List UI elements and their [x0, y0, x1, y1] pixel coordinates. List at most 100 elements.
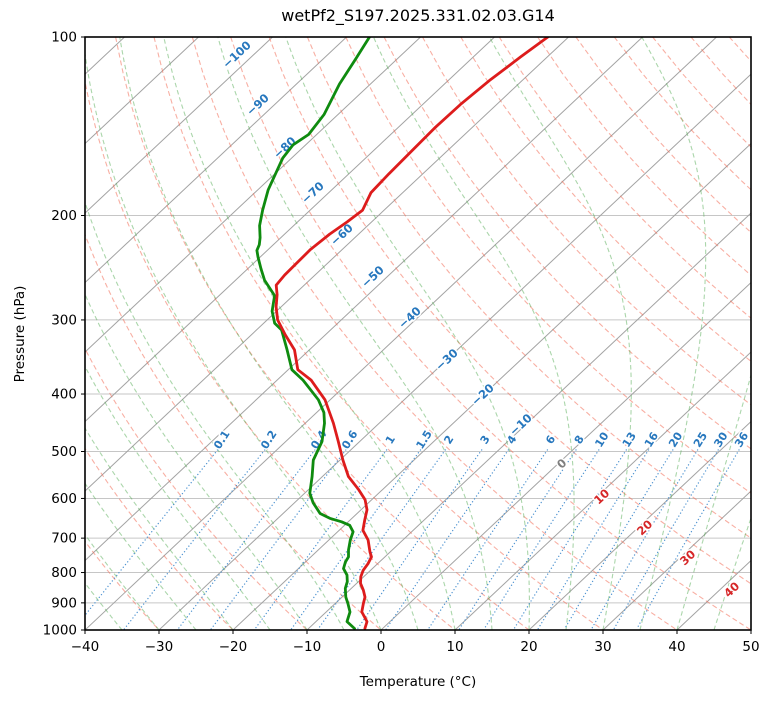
moist-adiabat — [372, 37, 575, 630]
y-tick-label: 100 — [51, 30, 77, 46]
isotherm-label: −50 — [359, 263, 387, 291]
isotherm-line — [306, 212, 751, 630]
isotherm-line — [232, 142, 751, 630]
mixing-ratio-label: 3 — [478, 433, 493, 446]
moist-adiabat — [0, 37, 11, 630]
x-tick-label: −40 — [71, 639, 100, 655]
x-tick-label: −20 — [219, 639, 248, 655]
mixing-ratio-line — [635, 449, 740, 630]
isotherm-line — [380, 281, 751, 630]
moist-adiabat — [85, 365, 271, 630]
moist-adiabat — [285, 37, 530, 630]
mixing-ratio-label: 1 — [383, 433, 398, 446]
mixing-ratio-line — [385, 449, 510, 630]
dry-adiabat — [191, 37, 678, 630]
x-tick-label: 30 — [594, 639, 611, 655]
dry-adiabat — [85, 233, 382, 630]
axes-layer: −40 −30 −20 −10 0 10 20 30 40 5010020030040050060… — [43, 30, 760, 656]
moist-adiabat — [85, 200, 345, 630]
y-tick-label: 300 — [51, 312, 77, 328]
x-tick-label: 20 — [520, 639, 537, 655]
mixing-ratio-label: 1.5 — [413, 428, 434, 451]
mixing-ratio-line — [563, 449, 674, 630]
y-tick-label: 700 — [51, 531, 77, 547]
sounding-layer — [255, 37, 550, 630]
dry-adiabat — [728, 37, 751, 62]
y-tick-label: 1000 — [43, 623, 77, 639]
mixing-ratio-label: 0.1 — [211, 428, 232, 451]
moist-adiabat — [488, 37, 632, 630]
dry-adiabat — [575, 37, 751, 234]
isotherm-line — [602, 490, 751, 630]
isotherm-label: 10 — [591, 486, 612, 507]
y-axis-label: Pressure (hPa) — [12, 285, 28, 383]
isotherm-line — [158, 73, 751, 630]
mixing-ratio-label: 0.6 — [339, 428, 361, 452]
moist-adiabat — [217, 37, 493, 630]
dry-adiabat — [85, 347, 308, 630]
isotherm-label: 0 — [554, 456, 569, 472]
isotherm-line — [85, 37, 273, 214]
isotherm-line — [528, 420, 751, 630]
mixing-ratio-line — [177, 449, 316, 630]
moist-adiabat — [85, 427, 234, 630]
x-tick-label: 10 — [446, 639, 463, 655]
isotherm-label: −70 — [299, 179, 327, 207]
dry-adiabat — [345, 37, 751, 494]
mixing-ratio-line — [613, 449, 719, 630]
mixing-ratio-line — [356, 449, 483, 630]
mixing-ratio-line — [85, 449, 219, 617]
mixing-ratio-line — [123, 449, 266, 630]
dry-adiabat — [268, 37, 751, 585]
dry-adiabat — [85, 447, 234, 630]
field-lines-layer — [0, 37, 751, 630]
x-tick-label: −10 — [293, 639, 322, 655]
y-tick-label: 600 — [51, 491, 77, 507]
isotherm-line — [676, 559, 751, 630]
dry-adiabat — [537, 37, 751, 276]
temperature-trace — [274, 37, 550, 630]
mixing-ratio-label: 0.2 — [258, 428, 279, 451]
moist-adiabat — [85, 533, 160, 630]
dry-adiabat — [115, 37, 530, 630]
moist-adiabat — [713, 516, 751, 630]
field-labels-layer: −100−90−80−70−60−50−40−30−20−10010203040… — [210, 37, 753, 602]
mixing-ratio-line — [290, 449, 422, 630]
y-tick-label: 900 — [51, 595, 77, 611]
mixing-ratio-label: 30 — [711, 430, 730, 450]
mixing-ratio-label: 16 — [642, 430, 661, 450]
isotherm-label: 40 — [721, 579, 742, 600]
dry-adiabat — [153, 37, 604, 630]
mixing-ratio-line — [210, 449, 347, 630]
dry-adiabat — [306, 37, 751, 539]
x-tick-label: 50 — [742, 639, 759, 655]
grid-layer — [85, 215, 751, 631]
isotherm-label: −100 — [220, 38, 254, 71]
y-tick-label: 800 — [51, 565, 77, 581]
plot-border — [84, 36, 752, 631]
dry-adiabat — [498, 37, 751, 319]
dry-adiabat — [383, 37, 751, 450]
isotherm-line — [85, 37, 347, 284]
isotherm-label: 30 — [677, 547, 698, 568]
isotherm-line — [85, 37, 569, 492]
isotherm-line — [85, 37, 643, 562]
dry-adiabat — [85, 79, 456, 630]
dewpoint-trace — [255, 37, 371, 630]
y-tick-label: 400 — [51, 387, 77, 403]
moist-adiabat — [85, 50, 382, 630]
dry-adiabat — [652, 37, 751, 148]
mixing-ratio-line — [254, 449, 388, 630]
dry-adiabat — [690, 37, 751, 106]
mixing-ratio-label: 6 — [543, 433, 558, 447]
moist-adiabat — [119, 37, 419, 630]
mixing-ratio-line — [458, 449, 577, 630]
y-tick-label: 200 — [51, 208, 77, 224]
moist-adiabat — [85, 482, 197, 630]
dry-adiabat — [230, 37, 751, 630]
isotherm-line — [85, 37, 421, 353]
isotherm-line — [85, 37, 199, 145]
isotherm-line — [750, 629, 751, 630]
